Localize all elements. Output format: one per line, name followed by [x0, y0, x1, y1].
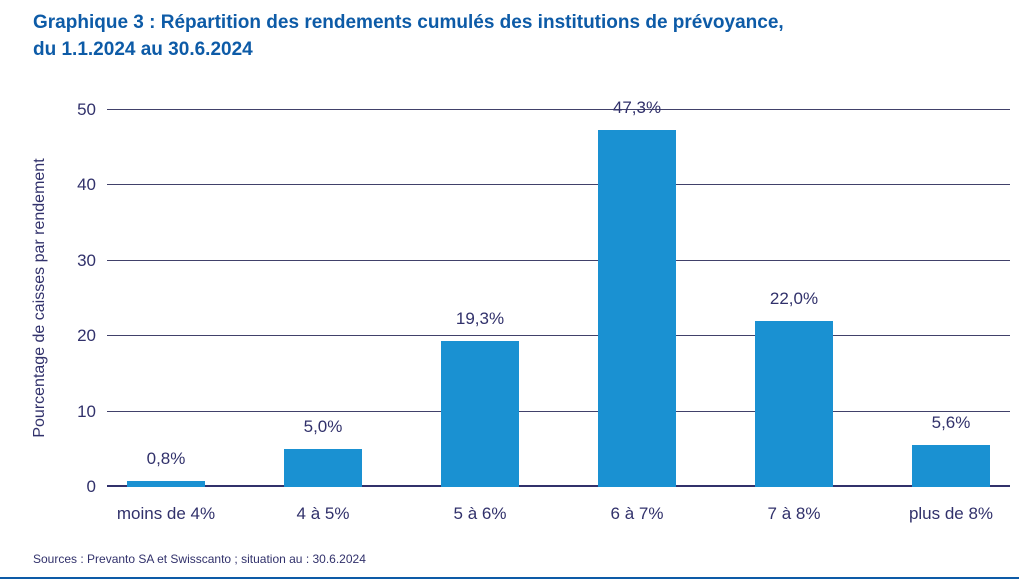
bar-value-label: 0,8%	[146, 448, 186, 468]
bar-3	[441, 341, 519, 487]
x-axis-baseline	[107, 485, 1010, 487]
x-axis-category-label: plus de 8%	[908, 504, 994, 523]
y-tick-label: 20	[77, 326, 96, 346]
bar-6	[912, 444, 990, 487]
x-axis-category-label: 6 à 7%	[610, 504, 664, 523]
bar-1	[127, 480, 205, 487]
bar-4	[598, 130, 676, 487]
bar-5	[755, 321, 833, 487]
plot-area: 0 10 20 30 40 50 0,8% moins de 4% 5,0% 4 à 5% 19,3…	[77, 98, 1010, 523]
y-tick-label: 10	[77, 401, 96, 421]
y-tick-label: 50	[77, 100, 96, 119]
y-axis-title: Pourcentage de caisses par rendement	[31, 158, 48, 438]
chart-title: Graphique 3 : Répartition des rendements…	[33, 9, 784, 63]
y-tick-label: 30	[77, 250, 96, 270]
x-axis-category-label: 4 à 5%	[296, 504, 350, 523]
bar-value-label: 19,3%	[455, 309, 505, 329]
source-line: Sources : Prevanto SA et Swisscanto ; si…	[33, 552, 366, 566]
bar-value-label: 47,3%	[612, 98, 662, 118]
gridline	[107, 184, 1010, 186]
y-tick-label: 40	[77, 175, 96, 195]
gridline	[107, 335, 1010, 337]
chart-title-line1: Graphique 3 : Répartition des rendements…	[33, 12, 784, 33]
gridline	[107, 109, 1010, 110]
bar-2	[284, 449, 362, 487]
gridline	[107, 410, 1010, 412]
x-axis-category-label: moins de 4%	[116, 504, 216, 523]
y-tick-label: 0	[86, 477, 96, 496]
bottom-divider-rule	[0, 577, 1019, 579]
x-axis-category-label: 5 à 6%	[453, 504, 507, 523]
bar-value-label: 22,0%	[769, 289, 819, 309]
gridline	[107, 259, 1010, 261]
bar-value-label: 5,0%	[303, 417, 343, 437]
chart-title-line2: du 1.1.2024 au 30.6.2024	[33, 39, 253, 60]
bar-value-label: 5,6%	[931, 412, 971, 432]
x-axis-category-label: 7 à 8%	[767, 504, 821, 523]
